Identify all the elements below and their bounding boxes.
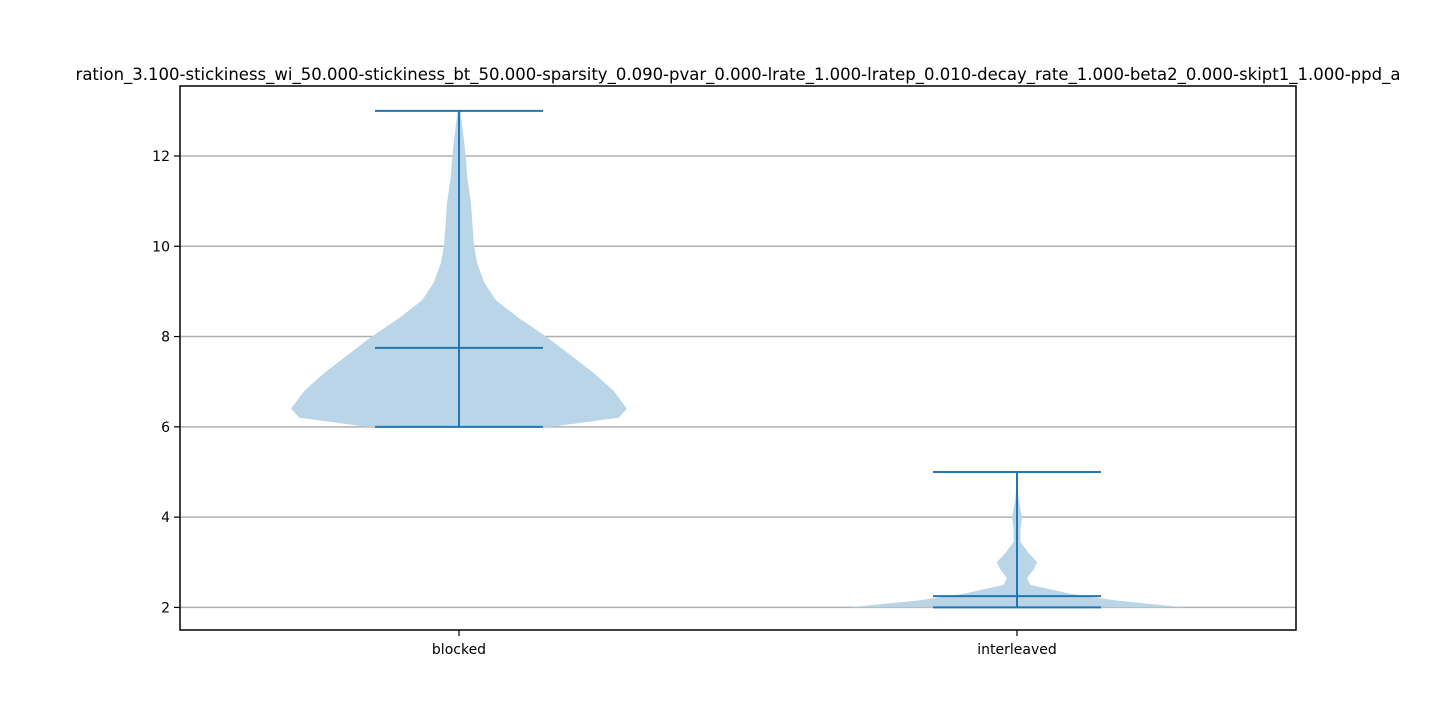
x-tick-label: interleaved	[977, 642, 1057, 658]
violin-bodies	[291, 110, 1185, 608]
y-tick-label: 8	[161, 330, 170, 346]
chart-title-container: ration_3.100-stickiness_wi_50.000-sticki…	[0, 64, 1440, 86]
y-tick-label: 2	[161, 600, 170, 616]
stat-lines	[375, 109, 1101, 609]
y-tick-label: 4	[161, 510, 170, 526]
y-axis: 2 4 6 8 10 12	[152, 149, 180, 616]
x-tick-label: blocked	[432, 642, 486, 658]
y-tick-label: 10	[152, 239, 170, 255]
chart-title: ration_3.100-stickiness_wi_50.000-sticki…	[75, 65, 1401, 84]
grid-lines	[180, 155, 1296, 609]
y-tick-label: 6	[161, 420, 170, 436]
x-axis: blocked interleaved	[432, 630, 1057, 658]
y-tick-label: 12	[152, 149, 170, 165]
plot-frame	[179, 85, 1297, 631]
